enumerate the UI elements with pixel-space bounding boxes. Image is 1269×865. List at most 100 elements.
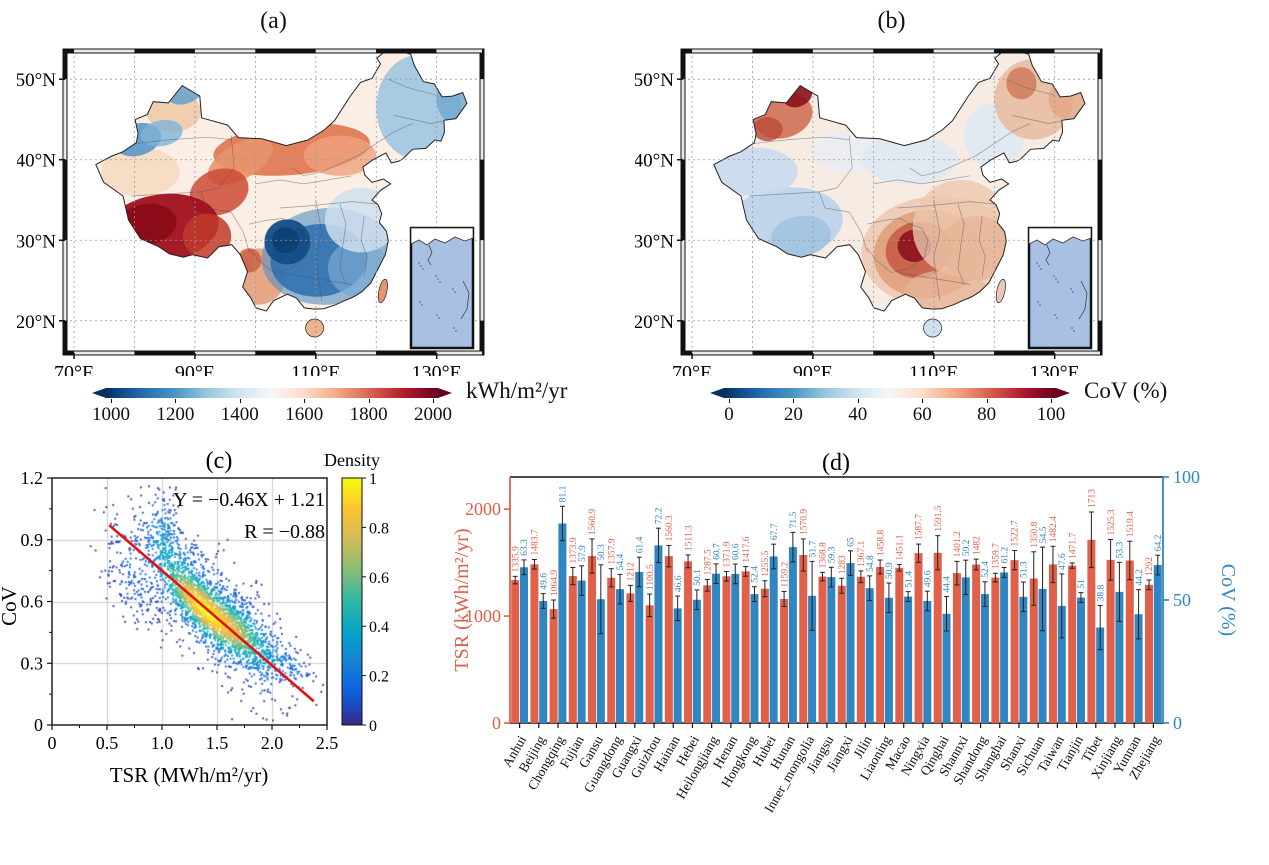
lat-tick-label: 20°N [635, 312, 674, 333]
density-tick-label: 0.4 [369, 619, 389, 636]
colorbar-a: 1000 1200 1400 1600 1800 2000 [92, 388, 492, 428]
province-border [291, 123, 413, 177]
density-tick-label: 0.2 [369, 669, 389, 686]
colorbar-tick [729, 399, 730, 403]
cov-value-label: 60.7 [712, 543, 722, 560]
tsr-bar [914, 553, 923, 723]
left-axis-tick-label: 2000 [465, 499, 501, 519]
tsr-bar [1029, 578, 1038, 723]
tsr-value-label: 1519.4 [1126, 511, 1136, 537]
colorbar-tick [304, 399, 306, 403]
cov-bar [846, 563, 855, 723]
tsr-value-label: 1458.8 [876, 530, 886, 556]
cov-bar [961, 577, 970, 723]
cov-value-label: 81.1 [559, 485, 569, 502]
colorbar-right-arrow [1056, 388, 1070, 398]
cov-value-label: 54.5 [1039, 526, 1049, 543]
cov-bar [904, 596, 913, 723]
tsr-bar [1087, 539, 1096, 723]
colorbar-tick-label: 1200 [156, 404, 195, 425]
colorbar-tick-label: 0 [724, 404, 734, 425]
province-border [909, 123, 1031, 177]
tsr-value-label: 1357.9 [607, 538, 617, 564]
cov-bar [673, 608, 682, 723]
lat-tick-label: 30°N [635, 231, 674, 252]
cov-bar [1057, 605, 1066, 723]
regression-equation: Y = −0.46X + 1.21 [173, 489, 325, 511]
cov-value-label: 51 [1077, 579, 1087, 589]
cov-bar [539, 600, 548, 723]
tsr-bar [703, 585, 712, 723]
density-tick-label: 0.8 [369, 520, 389, 537]
scatter-frame [51, 477, 328, 726]
province-border [957, 203, 965, 285]
cov-bar [596, 599, 605, 723]
tsr-bar [1010, 560, 1019, 723]
province-border [873, 175, 971, 185]
cov-bar [980, 594, 989, 723]
cov-bar [558, 523, 567, 723]
cov-bar [635, 571, 644, 723]
lat-tick-label: 50°N [635, 70, 674, 91]
tsr-value-label: 1064.9 [550, 570, 560, 596]
tsr-bar [549, 609, 558, 723]
tsr-value-label: 1212 [627, 562, 637, 581]
density-tick-label: 0 [369, 718, 377, 735]
cov-value-label: 65 [847, 537, 857, 547]
map-frame [62, 48, 485, 356]
tsr-value-label: 1591.5 [934, 505, 944, 531]
cov-bar [1115, 591, 1124, 723]
colorbar-tick-label: 1400 [220, 404, 259, 425]
colorbar-left-arrow [92, 388, 106, 398]
cov-value-label: 49.6 [924, 570, 934, 587]
tsr-value-label: 1283 [838, 555, 848, 574]
scatter-y-tick-label: 0.3 [21, 653, 44, 673]
scatter-x-tick-label: 0.5 [96, 733, 119, 753]
taiwan-island [377, 278, 388, 304]
tsr-bar [895, 567, 904, 723]
scatter-y-tick-label: 0.9 [21, 530, 44, 550]
tsr-bar [1048, 564, 1057, 723]
province-border [1006, 78, 1055, 96]
province-border [255, 175, 353, 185]
tsr-bar [568, 576, 577, 723]
panel-b-title: (b) [877, 8, 906, 34]
density-tick-label: 1 [369, 471, 377, 488]
cov-value-label: 50.9 [885, 562, 895, 579]
tsr-bar [530, 564, 539, 723]
colorbar-b: 0 20 40 60 80 100 [710, 388, 1110, 428]
cov-value-label: 60.6 [731, 543, 741, 560]
tsr-value-label: 1287.5 [703, 549, 713, 575]
tsr-value-label: 1560.9 [588, 509, 598, 535]
cov-value-label: 64.2 [1154, 534, 1164, 551]
density-tick-label: 0.6 [369, 570, 389, 587]
cov-value-label: 59.3 [827, 546, 837, 563]
scatter-y-tick-label: 0.6 [21, 592, 44, 612]
province-border [200, 191, 250, 253]
cov-bar [616, 589, 625, 723]
cov-bar [1000, 572, 1009, 723]
colorbar-tick [922, 399, 924, 403]
cov-bar [712, 573, 721, 723]
tsr-bar [511, 580, 520, 723]
cov-bar [808, 595, 817, 723]
province-border [867, 218, 929, 273]
cov-bar [577, 580, 586, 723]
province-border [279, 201, 377, 209]
tsr-value-label: 1359.7 [992, 543, 1002, 569]
cov-value-label: 54.8 [866, 555, 876, 572]
tsr-bar [1144, 584, 1153, 723]
panel-d-title: (d) [822, 450, 850, 476]
tsr-value-label: 1350.8 [1030, 521, 1040, 547]
hainan-island [305, 318, 324, 338]
tsr-bar [818, 576, 827, 723]
colorbar-tick-label: 80 [977, 404, 997, 425]
correlation-value: R = −0.88 [244, 521, 325, 543]
china-boundary [95, 50, 468, 312]
cov-bar [788, 547, 797, 723]
cov-bar [1038, 588, 1047, 723]
scatter-x-tick-label: 2.5 [316, 733, 339, 753]
lon-tick-label: 110°E [291, 362, 340, 376]
tsr-bar [1125, 560, 1134, 723]
